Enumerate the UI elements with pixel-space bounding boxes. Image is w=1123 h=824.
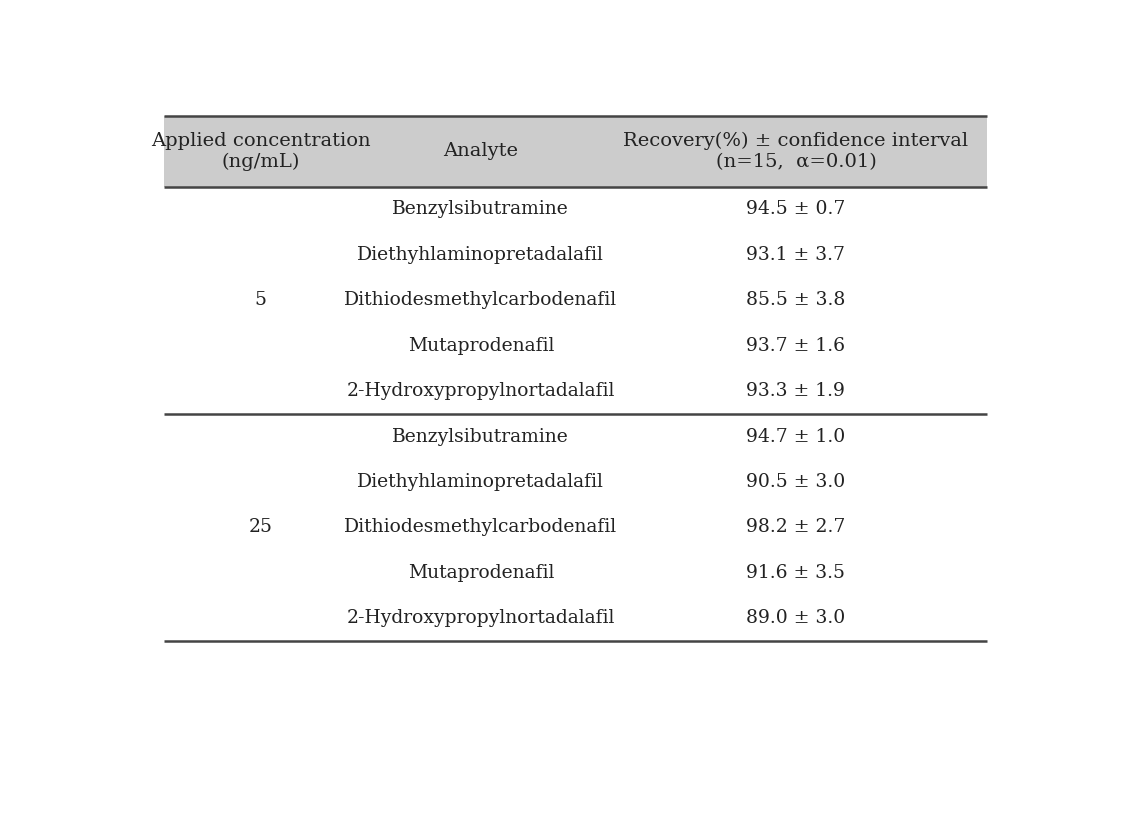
Text: Recovery(%) ± confidence interval
(n=15,  α=0.01): Recovery(%) ± confidence interval (n=15,…	[623, 132, 968, 171]
Text: 93.3 ± 1.9: 93.3 ± 1.9	[747, 382, 846, 400]
Text: Diethyhlaminopretadalafil: Diethyhlaminopretadalafil	[357, 246, 604, 264]
Text: 5: 5	[255, 291, 266, 309]
Text: 90.5 ± 3.0: 90.5 ± 3.0	[747, 473, 846, 491]
Text: Dithiodesmethylcarbodenafil: Dithiodesmethylcarbodenafil	[345, 518, 618, 536]
Text: 93.7 ± 1.6: 93.7 ± 1.6	[747, 337, 846, 354]
Text: 98.2 ± 2.7: 98.2 ± 2.7	[746, 518, 846, 536]
Text: 2-Hydroxypropylnortadalafil: 2-Hydroxypropylnortadalafil	[347, 382, 615, 400]
Text: Dithiodesmethylcarbodenafil: Dithiodesmethylcarbodenafil	[345, 291, 618, 309]
Text: Diethyhlaminopretadalafil: Diethyhlaminopretadalafil	[357, 473, 604, 491]
Text: Benzylsibutramine: Benzylsibutramine	[392, 428, 569, 446]
Text: Benzylsibutramine: Benzylsibutramine	[392, 200, 569, 218]
Text: Mutaprodenafil: Mutaprodenafil	[408, 564, 554, 582]
Text: 94.5 ± 0.7: 94.5 ± 0.7	[746, 200, 846, 218]
Text: Analyte: Analyte	[444, 143, 519, 160]
Text: 91.6 ± 3.5: 91.6 ± 3.5	[747, 564, 846, 582]
Text: Mutaprodenafil: Mutaprodenafil	[408, 337, 554, 354]
Text: 2-Hydroxypropylnortadalafil: 2-Hydroxypropylnortadalafil	[347, 609, 615, 627]
Text: 89.0 ± 3.0: 89.0 ± 3.0	[747, 609, 846, 627]
Bar	[164, 116, 987, 187]
Text: 85.5 ± 3.8: 85.5 ± 3.8	[746, 291, 846, 309]
Text: 93.1 ± 3.7: 93.1 ± 3.7	[747, 246, 846, 264]
Text: Applied concentration
(ng/mL): Applied concentration (ng/mL)	[150, 132, 371, 171]
Text: 94.7 ± 1.0: 94.7 ± 1.0	[747, 428, 846, 446]
Text: 25: 25	[248, 518, 273, 536]
